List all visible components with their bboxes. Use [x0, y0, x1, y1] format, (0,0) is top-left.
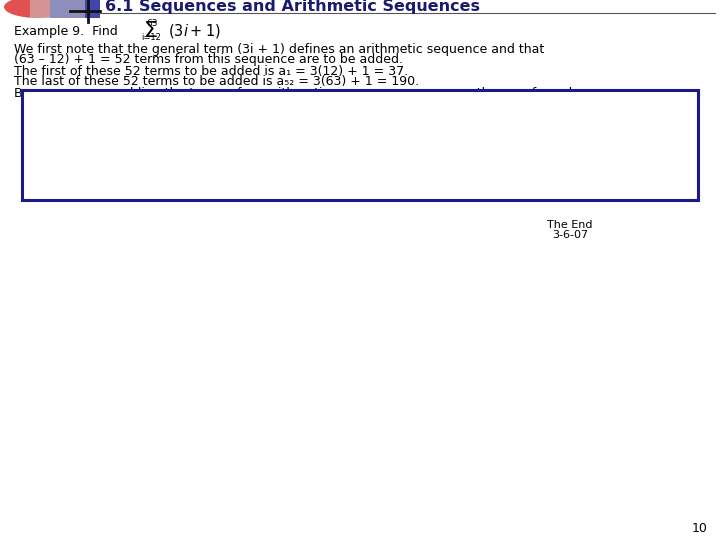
Text: i=17: i=17 — [63, 133, 81, 143]
Text: Answer:: Answer: — [47, 123, 104, 136]
Text: 52(37+190): 52(37+190) — [167, 98, 251, 112]
Text: 63: 63 — [146, 19, 158, 29]
Text: Example 9.  Find: Example 9. Find — [14, 25, 118, 38]
Text: 10: 10 — [692, 522, 708, 535]
Text: =: = — [50, 106, 63, 122]
Text: 5902: 5902 — [252, 105, 302, 123]
Text: =: = — [154, 106, 167, 122]
Text: $S_{52}$: $S_{52}$ — [22, 105, 46, 123]
Text: We first note that the general term (3i + 1) defines an arithmetic sequence and : We first note that the general term (3i … — [14, 43, 544, 56]
FancyBboxPatch shape — [30, 0, 85, 18]
Text: 3-6-07: 3-6-07 — [552, 230, 588, 240]
Text: The last of these 52 terms to be added is a₅₂ = 3(63) + 1 = 190.: The last of these 52 terms to be added i… — [14, 75, 419, 87]
Text: $(3i+1)$: $(3i+1)$ — [168, 22, 221, 40]
Ellipse shape — [4, 0, 72, 18]
Text: 2: 2 — [194, 116, 203, 130]
Text: =: = — [238, 106, 251, 122]
Text: i−12: i−12 — [97, 132, 115, 140]
Text: Find: Find — [32, 126, 58, 139]
Text: Answer:  –645: Answer: –645 — [340, 176, 428, 188]
Text: 2: 2 — [99, 116, 109, 130]
Text: $\Sigma$: $\Sigma$ — [99, 120, 111, 138]
Text: The End: The End — [547, 220, 593, 230]
Text: $\Sigma$: $\Sigma$ — [143, 21, 157, 41]
FancyBboxPatch shape — [22, 90, 698, 200]
Text: Your Turn Problem #9: Your Turn Problem #9 — [32, 99, 166, 112]
Text: $\Sigma$: $\Sigma$ — [65, 120, 78, 139]
Text: 31: 31 — [68, 118, 78, 126]
Text: The first of these 52 terms to be added is a₁ = 3(12) + 1 = 37.: The first of these 52 terms to be added … — [14, 65, 408, 78]
FancyBboxPatch shape — [40, 113, 275, 146]
Text: (63 – 12) + 1 = 52 terms from this sequence are to be added.: (63 – 12) + 1 = 52 terms from this seque… — [14, 52, 403, 65]
Text: 63: 63 — [102, 118, 112, 126]
Text: Because we are adding the terms of an arithmetic sequence, we can use the sum fo: Because we are adding the terms of an ar… — [14, 86, 584, 99]
Text: $(-2i+5)$: $(-2i+5)$ — [84, 122, 145, 138]
Text: i=12: i=12 — [141, 33, 161, 43]
Text: $(3i+1) = 5902$: $(3i+1) = 5902$ — [118, 122, 215, 137]
Text: 6.1 Sequences and Arithmetic Sequences: 6.1 Sequences and Arithmetic Sequences — [105, 0, 480, 15]
Text: $52(a_1+a_{52})$: $52(a_1+a_{52})$ — [70, 96, 153, 114]
FancyBboxPatch shape — [50, 0, 100, 18]
